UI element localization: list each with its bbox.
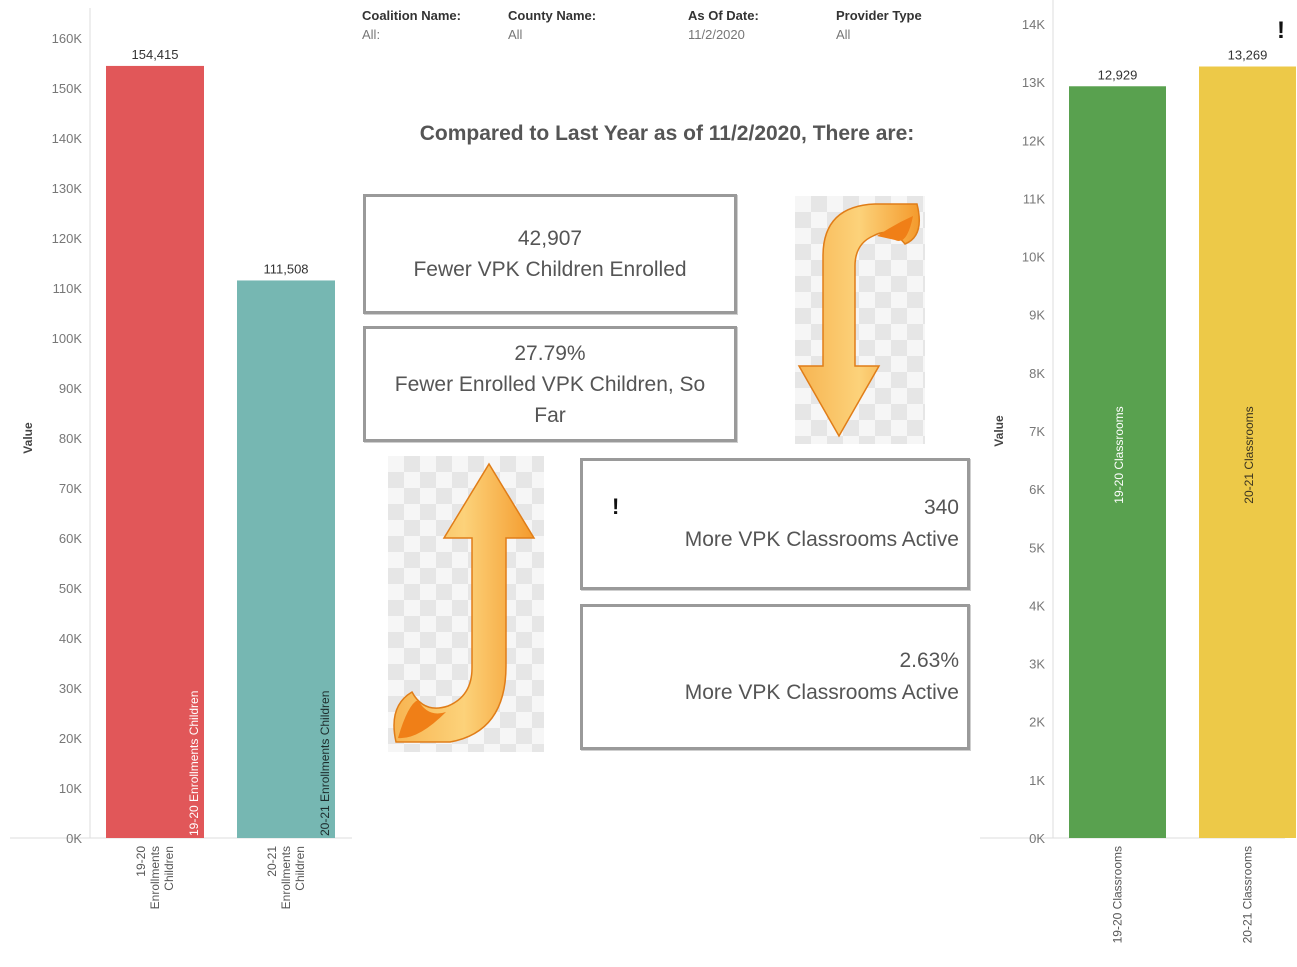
x-category-label: 19-20 Classrooms: [1111, 846, 1125, 943]
filter-provider-type-value[interactable]: All: [836, 27, 851, 42]
y-tick-label: 2K: [1029, 715, 1045, 730]
kpi-card-children-count: 42,907 Fewer VPK Children Enrolled: [363, 194, 737, 314]
y-tick-label: 20K: [59, 731, 82, 746]
arrow-down-icon: [795, 196, 925, 444]
bar[interactable]: [237, 280, 335, 839]
bar-data-label: 12,929: [1098, 67, 1138, 82]
bar-inside-label: 20-21 Enrollments Children: [318, 691, 332, 836]
y-tick-label: 6K: [1029, 482, 1045, 497]
bar[interactable]: [1199, 66, 1296, 838]
filter-as-of-date-label: As Of Date:: [688, 8, 759, 23]
y-tick-label: 12K: [1022, 133, 1045, 148]
x-category-label: 20-21: [265, 846, 279, 877]
bar-inside-label: 19-20 Enrollments Children: [187, 691, 201, 836]
y-tick-label: 14K: [1022, 17, 1045, 32]
y-tick-label: 140K: [52, 131, 83, 146]
y-tick-label: 70K: [59, 481, 82, 496]
y-tick-label: 100K: [52, 331, 83, 346]
kpi-value: 2.63%: [899, 649, 959, 672]
y-tick-label: 50K: [59, 581, 82, 596]
y-tick-label: 9K: [1029, 308, 1045, 323]
warning-icon: !: [1277, 17, 1285, 44]
kpi-text: Fewer Enrolled VPK Children, So Far: [394, 372, 706, 427]
y-tick-label: 3K: [1029, 657, 1045, 672]
classrooms-bar-chart: 0K 1K 2K 3K 4K 5K 6K 7K 8K 9K 10K 11K 12K 13K 14K Value…: [980, 0, 1296, 943]
y-tick-label: 160K: [52, 31, 83, 46]
bar-data-label: 154,415: [132, 47, 179, 62]
kpi-text: Fewer VPK Children Enrolled: [413, 258, 687, 281]
y-tick-label: 60K: [59, 531, 82, 546]
y-tick-label: 1K: [1029, 773, 1045, 788]
x-category-label: Enrollments: [148, 846, 162, 909]
kpi-card-children-pct: 27.79% Fewer Enrolled VPK Children, So F…: [363, 326, 737, 442]
y-tick-label: 40K: [59, 631, 82, 646]
y-tick-label: 110K: [53, 281, 83, 296]
y-tick-label: 90K: [59, 381, 82, 396]
x-category-label: Children: [293, 846, 307, 891]
filter-bar: Coalition Name: All: County Name: All As…: [362, 8, 972, 52]
y-tick-label: 150K: [52, 81, 83, 96]
y-tick-label: 80K: [59, 431, 82, 446]
filter-county-label: County Name:: [508, 8, 597, 23]
x-category-label: 19-20: [134, 846, 148, 877]
kpi-text: More VPK Classrooms Active: [684, 528, 959, 551]
x-category-label: Children: [162, 846, 176, 891]
y-tick-label: 4K: [1029, 598, 1045, 613]
y-tick-label: 30K: [59, 681, 82, 696]
bar[interactable]: [106, 65, 204, 839]
filter-coalition-label: Coalition Name:: [362, 8, 461, 23]
y-tick-label: 0K: [1029, 831, 1045, 846]
y-tick-label: 10K: [59, 781, 82, 796]
bar[interactable]: [1069, 86, 1166, 838]
y-tick-label: 13K: [1022, 75, 1045, 90]
enrollments-bar-chart: 0K 10K 20K 30K 40K 50K 60K 70K 80K 90K 100K 110K 120…: [10, 8, 352, 909]
kpi-card-classrooms-count: 340 More VPK Classrooms Active: [580, 458, 970, 590]
kpi-value: 340: [923, 496, 959, 519]
bar-inside-label: 20-21 Classrooms: [1242, 406, 1256, 503]
bar-data-label: 111,508: [263, 261, 308, 276]
filter-coalition[interactable]: Coalition Name: All:: [362, 8, 461, 42]
bar-inside-label: 19-20 Classrooms: [1112, 406, 1126, 503]
y-tick-label: 0K: [66, 831, 82, 846]
y-tick-label: 5K: [1029, 540, 1045, 555]
y-tick-label: 10K: [1022, 250, 1045, 265]
y-tick-label: 11K: [1023, 191, 1045, 206]
x-category-label: Enrollments: [279, 846, 293, 909]
y-axis-label: Value: [992, 415, 1006, 447]
y-tick-label: 8K: [1029, 366, 1045, 381]
page-title: Compared to Last Year as of 11/2/2020, T…: [419, 122, 915, 145]
kpi-value: 42,907: [517, 227, 583, 250]
arrow-up-icon: [388, 456, 544, 752]
y-axis-label: Value: [21, 422, 35, 454]
filter-as-of-date-value[interactable]: 11/2/2020: [688, 27, 745, 42]
warning-icon: !: [612, 494, 620, 519]
filter-provider-type-label: Provider Type: [836, 8, 922, 23]
kpi-text: More VPK Classrooms Active: [684, 681, 959, 704]
filter-county-value[interactable]: All: [508, 27, 523, 42]
filter-provider-type[interactable]: Provider Type All: [836, 8, 922, 42]
y-tick-label: 130K: [52, 181, 83, 196]
kpi-card-classrooms-pct: 2.63% More VPK Classrooms Active: [580, 604, 970, 750]
filter-county[interactable]: County Name: All: [508, 8, 596, 42]
filter-coalition-value[interactable]: All:: [362, 27, 381, 42]
kpi-value: 27.79%: [514, 341, 586, 365]
x-category-label: 20-21 Classrooms: [1241, 846, 1255, 943]
filter-as-of-date[interactable]: As Of Date: 11/2/2020: [688, 8, 759, 42]
y-tick-label: 120K: [52, 231, 83, 246]
y-tick-label: 7K: [1029, 424, 1045, 439]
bar-data-label: 13,269: [1228, 48, 1268, 63]
